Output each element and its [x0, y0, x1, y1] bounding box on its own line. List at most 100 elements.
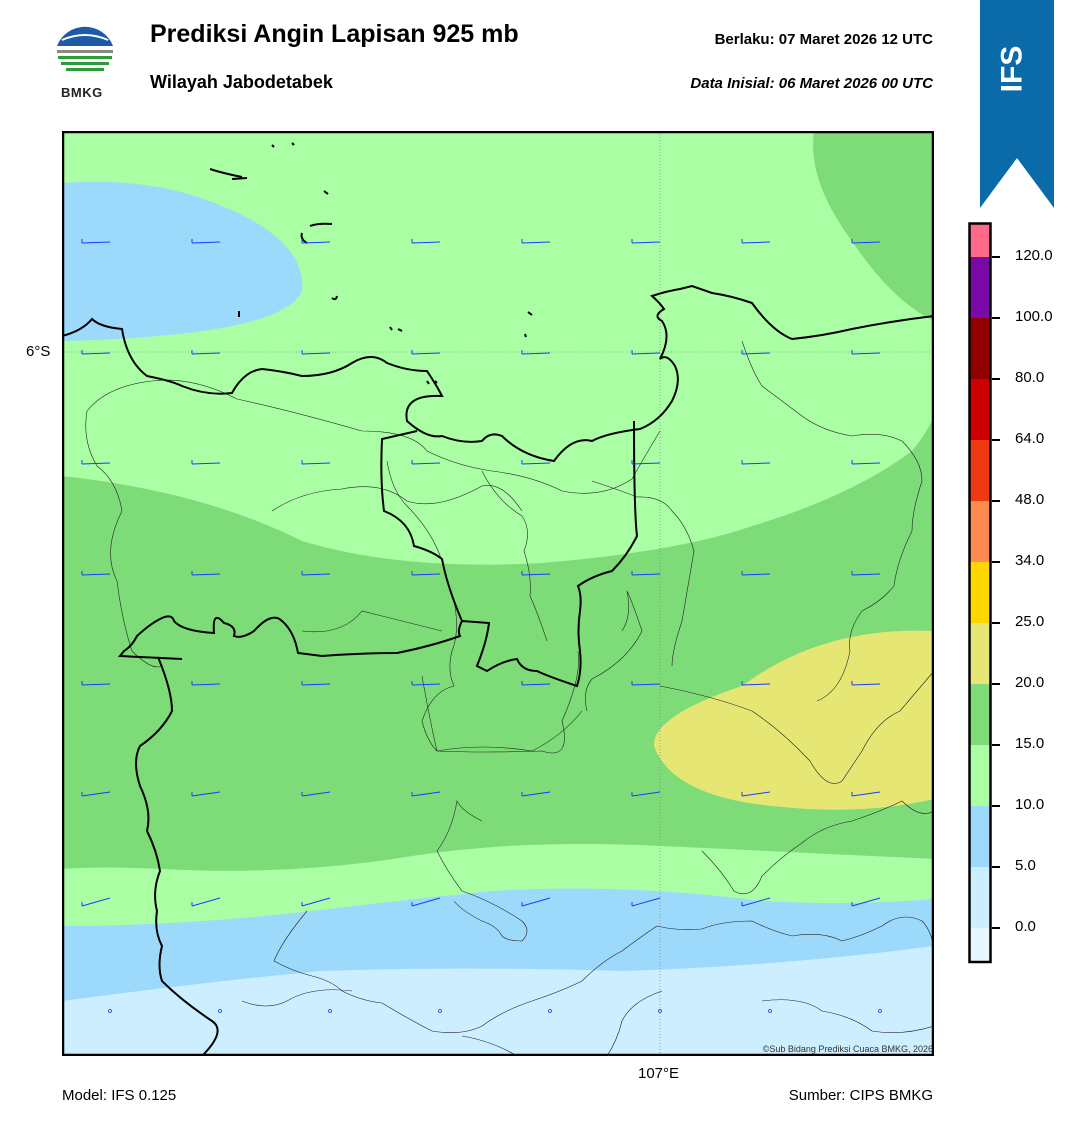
colorbar-tick	[992, 439, 1000, 441]
map-frame	[61, 130, 935, 1057]
calm-wind-marker	[768, 1009, 772, 1013]
wind-barb	[741, 791, 771, 797]
calm-wind-marker	[438, 1009, 442, 1013]
colorbar-segment	[970, 257, 990, 318]
colorbar-segment	[970, 318, 990, 379]
wind-barb	[521, 791, 551, 797]
colorbar-segment	[970, 440, 990, 501]
wind-barb	[631, 897, 661, 907]
colorbar-scale	[968, 222, 992, 964]
wind-barb	[411, 571, 441, 576]
wind-barb	[631, 791, 661, 797]
wind-zone-20-25	[653, 630, 934, 810]
wind-barb	[741, 239, 771, 244]
wind-barb	[851, 350, 881, 355]
colorbar-segment	[970, 928, 990, 961]
colorbar-label: 15.0	[1015, 735, 1045, 752]
wind-barbs	[81, 239, 882, 1013]
wind-barb	[191, 571, 221, 576]
calm-wind-marker	[548, 1009, 552, 1013]
calm-wind-marker	[218, 1009, 222, 1013]
bmkg-logo	[52, 20, 118, 86]
colorbar-tick	[992, 500, 1000, 502]
colorbar-label: 5.0	[1015, 857, 1036, 874]
wind-barb	[191, 791, 221, 797]
colorbar-segment	[970, 806, 990, 867]
wind-barb	[191, 681, 221, 686]
source-label: Sumber: CIPS BMKG	[788, 1087, 933, 1104]
wind-map	[61, 130, 935, 1057]
colorbar-tick	[992, 561, 1000, 563]
wind-barb	[191, 239, 221, 244]
ifs-badge-text: IFS	[995, 45, 1029, 93]
wind-barb	[81, 239, 111, 244]
wind-barb	[521, 350, 551, 355]
lat-tick-label: 6°S	[26, 343, 51, 360]
colorbar-tick	[992, 378, 1000, 380]
wind-barb	[851, 571, 881, 576]
wind-barb	[521, 681, 551, 686]
wind-barb	[631, 681, 661, 686]
wind-barb	[521, 460, 551, 465]
colorbar-segment	[970, 867, 990, 928]
wind-barb	[191, 897, 221, 907]
ifs-badge	[980, 0, 1054, 210]
wind-barb	[301, 350, 331, 355]
colorbar-label: 100.0	[1015, 308, 1053, 325]
wind-barb	[521, 571, 551, 576]
calm-wind-marker	[658, 1009, 662, 1013]
wind-barb	[81, 897, 111, 907]
logo-text: BMKG	[61, 85, 103, 100]
colorbar-tick	[992, 683, 1000, 685]
model-label: Model: IFS 0.125	[62, 1087, 177, 1104]
colorbar-tick	[992, 744, 1000, 746]
calm-wind-marker	[328, 1009, 332, 1013]
colorbar-label: 25.0	[1015, 613, 1045, 630]
chart-title: Prediksi Angin Lapisan 925 mb	[150, 20, 519, 48]
colorbar-label: 64.0	[1015, 430, 1045, 447]
wind-zone-15-20-ne	[813, 131, 934, 321]
wind-barb	[411, 460, 441, 465]
colorbar-tick	[992, 622, 1000, 624]
wind-barb	[631, 571, 661, 576]
wind-barb	[411, 897, 441, 907]
wind-barb	[851, 897, 881, 907]
colorbar-segment	[970, 501, 990, 562]
wind-barb	[81, 350, 111, 355]
colorbar-segment	[970, 562, 990, 623]
wind-barb	[301, 571, 331, 576]
colorbar-segment	[970, 379, 990, 440]
colorbar-tick	[992, 317, 1000, 319]
wind-barb	[521, 897, 551, 907]
wind-barb	[81, 460, 111, 465]
colorbar	[968, 222, 992, 966]
colorbar-label: 34.0	[1015, 552, 1045, 569]
wind-barb	[191, 350, 221, 355]
colorbar-label: 0.0	[1015, 918, 1036, 935]
colorbar-label: 10.0	[1015, 796, 1045, 813]
init-time: Data Inisial: 06 Maret 2026 00 UTC	[690, 75, 933, 92]
wind-barb	[851, 681, 881, 686]
wind-barb	[521, 239, 551, 244]
wind-barb	[301, 460, 331, 465]
colorbar-label: 80.0	[1015, 369, 1045, 386]
wind-barb	[81, 571, 111, 576]
district-boundaries	[85, 340, 934, 1056]
colorbar-label: 48.0	[1015, 491, 1045, 508]
calm-wind-marker	[108, 1009, 112, 1013]
wind-barb	[81, 791, 111, 797]
wind-barb	[851, 239, 881, 244]
wind-barb	[741, 350, 771, 355]
valid-time: Berlaku: 07 Maret 2026 12 UTC	[714, 31, 933, 48]
colorbar-segment	[970, 623, 990, 684]
bmkg-logo-icon	[55, 23, 115, 83]
colorbar-tick	[992, 866, 1000, 868]
wind-barb	[81, 681, 111, 686]
wind-barb	[851, 791, 881, 797]
wind-barb	[741, 460, 771, 465]
wind-barb	[191, 460, 221, 465]
colorbar-label: 120.0	[1015, 247, 1053, 264]
chart-subtitle: Wilayah Jabodetabek	[150, 72, 333, 92]
colorbar-tick	[992, 927, 1000, 929]
colorbar-tick	[992, 805, 1000, 807]
